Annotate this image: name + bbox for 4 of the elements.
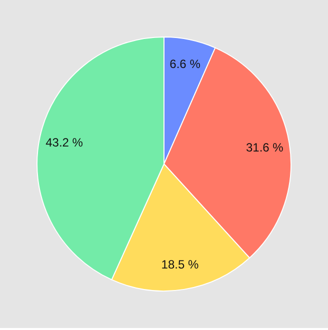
data-label: 18.5 % xyxy=(161,258,199,272)
data-label: 43.2 % xyxy=(46,136,84,150)
data-label: 31.6 % xyxy=(246,140,284,155)
data-label: 6.6 % xyxy=(170,57,201,72)
